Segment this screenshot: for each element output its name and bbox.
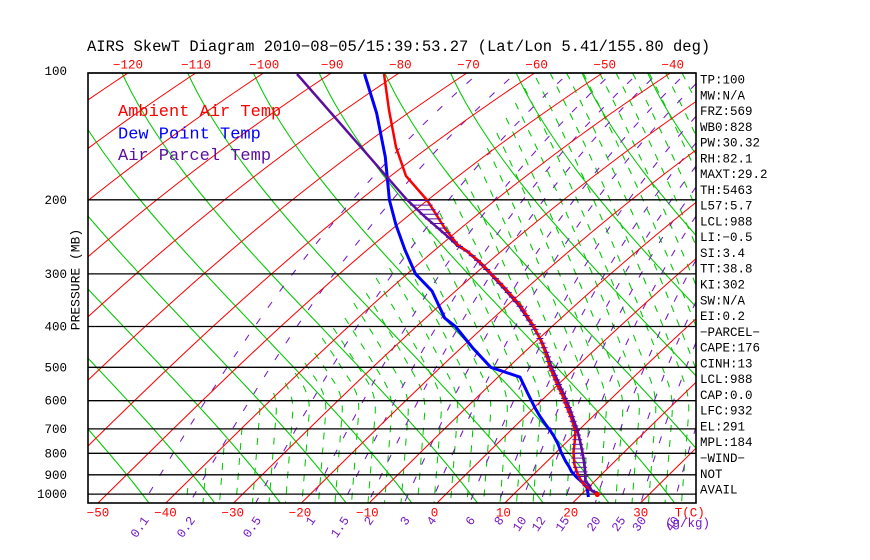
svg-text:AIRS SkewT Diagram 2010−08−05/: AIRS SkewT Diagram 2010−08−05/15:39:53.2… — [87, 38, 710, 56]
svg-text:L57:5.7: L57:5.7 — [700, 200, 753, 214]
svg-text:KI:302: KI:302 — [700, 279, 745, 293]
svg-text:MPL:184: MPL:184 — [700, 436, 753, 450]
svg-text:−50: −50 — [593, 59, 616, 73]
svg-text:100: 100 — [44, 65, 67, 79]
svg-text:0: 0 — [431, 507, 439, 521]
svg-text:(g/kg): (g/kg) — [665, 517, 710, 531]
svg-text:LFC:932: LFC:932 — [700, 405, 753, 419]
svg-text:−90: −90 — [321, 59, 344, 73]
svg-text:AVAIL: AVAIL — [700, 484, 738, 498]
svg-text:−40: −40 — [662, 59, 685, 73]
svg-text:CAPE:176: CAPE:176 — [700, 342, 760, 356]
svg-text:NOT: NOT — [700, 468, 723, 482]
svg-text:TT:38.8: TT:38.8 — [700, 263, 753, 277]
svg-text:200: 200 — [44, 194, 67, 208]
svg-text:LCL:988: LCL:988 — [700, 373, 753, 387]
svg-text:600: 600 — [44, 395, 67, 409]
svg-text:EL:291: EL:291 — [700, 420, 745, 434]
svg-text:T(C): T(C) — [675, 507, 705, 521]
svg-text:CAP:0.0: CAP:0.0 — [700, 389, 753, 403]
svg-text:SI:3.4: SI:3.4 — [700, 247, 745, 261]
svg-text:Air Parcel Temp: Air Parcel Temp — [118, 147, 271, 166]
svg-text:900: 900 — [44, 469, 67, 483]
svg-text:TH:5463: TH:5463 — [700, 184, 753, 198]
svg-text:PRESSURE (MB): PRESSURE (MB) — [69, 229, 84, 330]
svg-text:Ambient Air Temp: Ambient Air Temp — [118, 103, 281, 122]
svg-text:Dew Point Temp: Dew Point Temp — [118, 126, 261, 145]
svg-text:−100: −100 — [249, 59, 279, 73]
svg-text:10: 10 — [496, 507, 511, 521]
svg-text:EI:0.2: EI:0.2 — [700, 310, 745, 324]
svg-text:TP:100: TP:100 — [700, 74, 745, 88]
svg-text:−PARCEL−: −PARCEL− — [700, 326, 760, 340]
svg-text:800: 800 — [44, 447, 67, 461]
svg-text:−40: −40 — [154, 507, 177, 521]
svg-text:MW:N/A: MW:N/A — [700, 89, 746, 103]
svg-text:SW:N/A: SW:N/A — [700, 294, 746, 308]
svg-text:MAXT:29.2: MAXT:29.2 — [700, 168, 768, 182]
svg-text:−50: −50 — [87, 507, 110, 521]
svg-text:LCL:988: LCL:988 — [700, 215, 753, 229]
svg-text:300: 300 — [44, 268, 67, 282]
svg-text:−60: −60 — [525, 59, 548, 73]
svg-text:−110: −110 — [181, 59, 211, 73]
svg-text:WB0:828: WB0:828 — [700, 121, 753, 135]
svg-text:−80: −80 — [389, 59, 412, 73]
svg-text:LI:−0.5: LI:−0.5 — [700, 231, 753, 245]
svg-text:−30: −30 — [222, 507, 245, 521]
svg-text:−WIND−: −WIND− — [700, 452, 745, 466]
svg-text:20: 20 — [563, 507, 578, 521]
svg-text:RH:82.1: RH:82.1 — [700, 152, 753, 166]
svg-text:500: 500 — [44, 361, 67, 375]
svg-text:400: 400 — [44, 321, 67, 335]
svg-text:−20: −20 — [289, 507, 312, 521]
svg-text:700: 700 — [44, 423, 67, 437]
svg-text:1000: 1000 — [37, 488, 67, 502]
svg-text:−120: −120 — [113, 59, 143, 73]
svg-text:PW:30.32: PW:30.32 — [700, 137, 760, 151]
svg-text:−70: −70 — [457, 59, 480, 73]
svg-text:CINH:13: CINH:13 — [700, 357, 753, 371]
svg-text:−10: −10 — [356, 507, 379, 521]
svg-text:FRZ:569: FRZ:569 — [700, 105, 753, 119]
svg-text:30: 30 — [633, 507, 648, 521]
